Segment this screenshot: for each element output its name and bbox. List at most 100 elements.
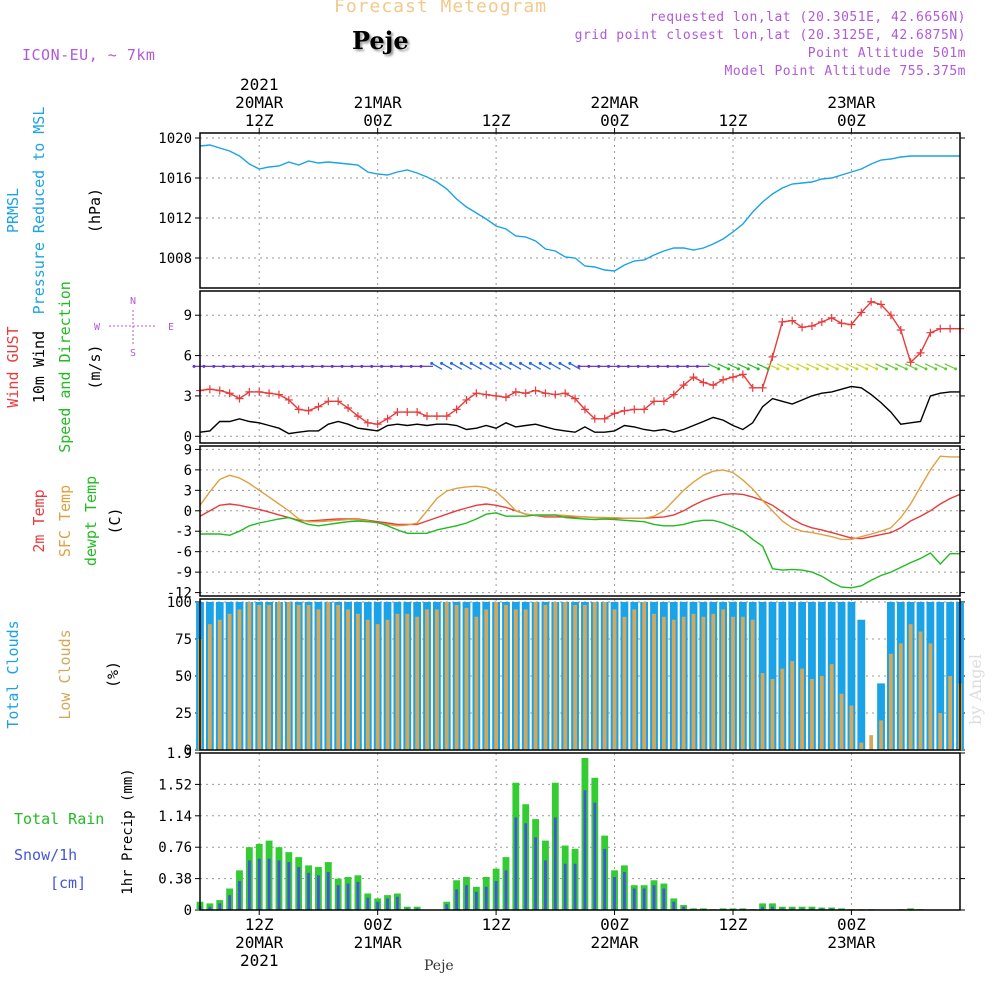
low-cloud-bar [652,613,656,750]
wind-arrow [569,362,581,370]
wind-ytick-label: 0 [184,429,192,445]
wind-arrow-head [636,364,640,368]
gust-marker [304,406,313,415]
gust-marker [699,378,708,387]
gust-marker [413,408,422,417]
low-cloud-bar [681,616,686,750]
low-cloud-bar [859,742,864,750]
wind-arrow-head [845,367,849,371]
total-cloud-bar [877,683,885,750]
wind-series-line-0 [199,301,960,425]
gust-marker [580,405,589,414]
wind-arrow-head [825,367,829,371]
wind-arrow-head [301,364,305,368]
wind-arrow [500,362,512,370]
wind-arrow-head [281,364,285,368]
low-cloud-bar [849,705,854,750]
wind-arrow-head [746,367,750,371]
precip-ytick-label: 0.38 [158,872,192,888]
wind-arrow-head [469,361,473,365]
wind-series-line-1 [199,385,960,435]
precip-ytick-label: 1.9 [167,746,192,762]
wind-arrow [549,362,561,370]
snow-bar [346,883,350,910]
snow-bar [662,888,666,910]
snow-bar [395,896,399,910]
gust-marker [837,319,846,328]
wind-arrow-head [686,364,690,368]
snow-bar [257,858,261,910]
snow-bar [326,871,330,910]
wind-arrow [490,362,502,370]
low-cloud-bar [415,616,420,750]
low-cloud-bar [879,720,883,750]
low-cloud-bar [444,601,449,750]
wind-arrow-head [766,367,770,371]
wind-arrow-head [440,361,444,365]
pressure-ytick-label: 1020 [158,131,192,147]
top-time-label: 20MAR [235,93,284,112]
low-cloud-bar [948,675,953,750]
wind-arrow-head [271,364,275,368]
gust-marker [788,316,797,325]
pressure-panel [195,132,965,289]
snow-bar [672,901,676,910]
gust-marker [442,412,451,421]
low-cloud-bar [395,613,400,750]
gust-marker [551,390,560,399]
snow-bar [563,863,567,910]
wind-arrow-head [399,364,403,368]
low-cloud-bar [938,712,943,750]
total-cloud-bar [837,601,846,750]
gust-marker [630,405,639,414]
gust-marker [265,389,274,398]
wind-ytick-label: 3 [184,389,192,405]
total-cloud-bar [817,601,826,750]
wind-arrow-head [587,364,591,368]
gust-marker [650,397,659,406]
compass-rose: N S W E [94,296,174,359]
gust-marker [817,317,826,326]
wind-arrow [470,362,482,370]
bottom-time-label: 00Z [363,915,392,934]
gust-marker [640,405,649,414]
gust-marker [936,324,945,333]
wind-arrow-head [231,364,235,368]
gust-marker [472,389,481,398]
clouds-frame [199,598,961,751]
wind-arrow-head [786,367,790,371]
low-cloud-bar [553,601,558,750]
wind-arrow [924,363,937,370]
snow-bar [208,906,212,910]
wind-arrow-head [360,364,364,368]
precip-frame [199,752,961,911]
wind-arrow-head [835,367,839,371]
compass-w: W [94,322,101,333]
precip-ytick-label: 0.76 [158,840,192,856]
wind-arrow [786,363,798,370]
wind-arrow [776,363,789,370]
snow-bar [317,875,320,910]
gust-marker [896,326,905,335]
wind-arrow-head [727,367,731,371]
low-cloud-bar [474,616,479,750]
low-cloud-bar [760,673,765,750]
wind-arrow [510,362,522,370]
low-cloud-bar [346,609,350,750]
snow-bar [356,881,360,910]
low-cloud-bar [306,604,311,750]
gust-marker [344,404,353,413]
wind-arrow-head [291,364,295,368]
wind-arrow [885,363,897,370]
precip-label-rain: Total Rain [14,810,104,828]
gust-marker [886,311,895,320]
low-cloud-bar [740,616,745,750]
gust-marker [807,321,816,330]
bottom-time-label: 12Z [719,915,748,934]
low-cloud-bar [425,609,429,750]
bottom-time-label: 20MAR [235,933,284,952]
total-cloud-bar [857,619,866,750]
temperature-frame [199,445,961,597]
wind-ytick-label: 9 [184,308,192,324]
snow-bar [514,817,518,910]
